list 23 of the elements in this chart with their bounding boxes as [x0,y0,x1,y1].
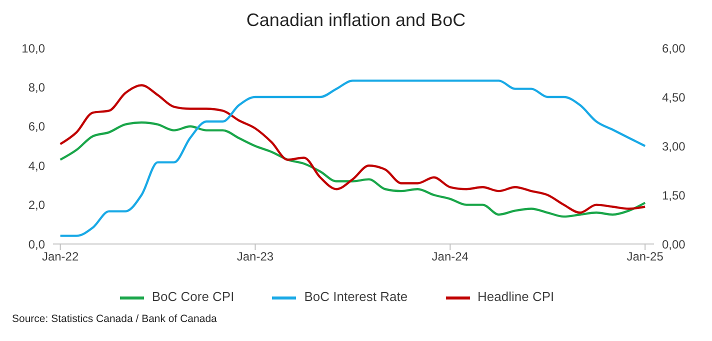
y-tick-label: 8,0 [28,80,46,94]
x-tick-label: Jan-23 [236,250,274,264]
x-tick-label: Jan-22 [42,250,79,264]
x-tick-label: Jan-25 [626,250,664,264]
line-series [59,121,646,218]
y-tick-label: 0,0 [28,237,46,252]
x-tick-label: Jan-24 [432,250,469,264]
y2-tick-label: 3,00 [662,139,686,154]
y2-tick-label: 1,50 [662,188,686,202]
y-tick-label: 2,0 [28,198,46,212]
y-tick-label: 4,0 [28,158,46,173]
y2-tick-label: 4,50 [662,90,686,104]
source-note: Source: Statistics Canada / Bank of Canada [12,313,217,325]
y-tick-label: 10,0 [22,41,46,56]
y-tick-label: 6,0 [28,120,46,134]
line-series [59,80,646,237]
y2-tick-label: 0,00 [662,237,686,252]
y2-tick-label: 6,00 [662,41,686,56]
legend-label: BoC Core CPI [152,289,234,304]
legend-label: BoC Interest Rate [304,289,408,304]
line-series [59,84,646,214]
chart-title: Canadian inflation and BoC [245,10,467,31]
legend-label: Headline CPI [478,289,554,304]
